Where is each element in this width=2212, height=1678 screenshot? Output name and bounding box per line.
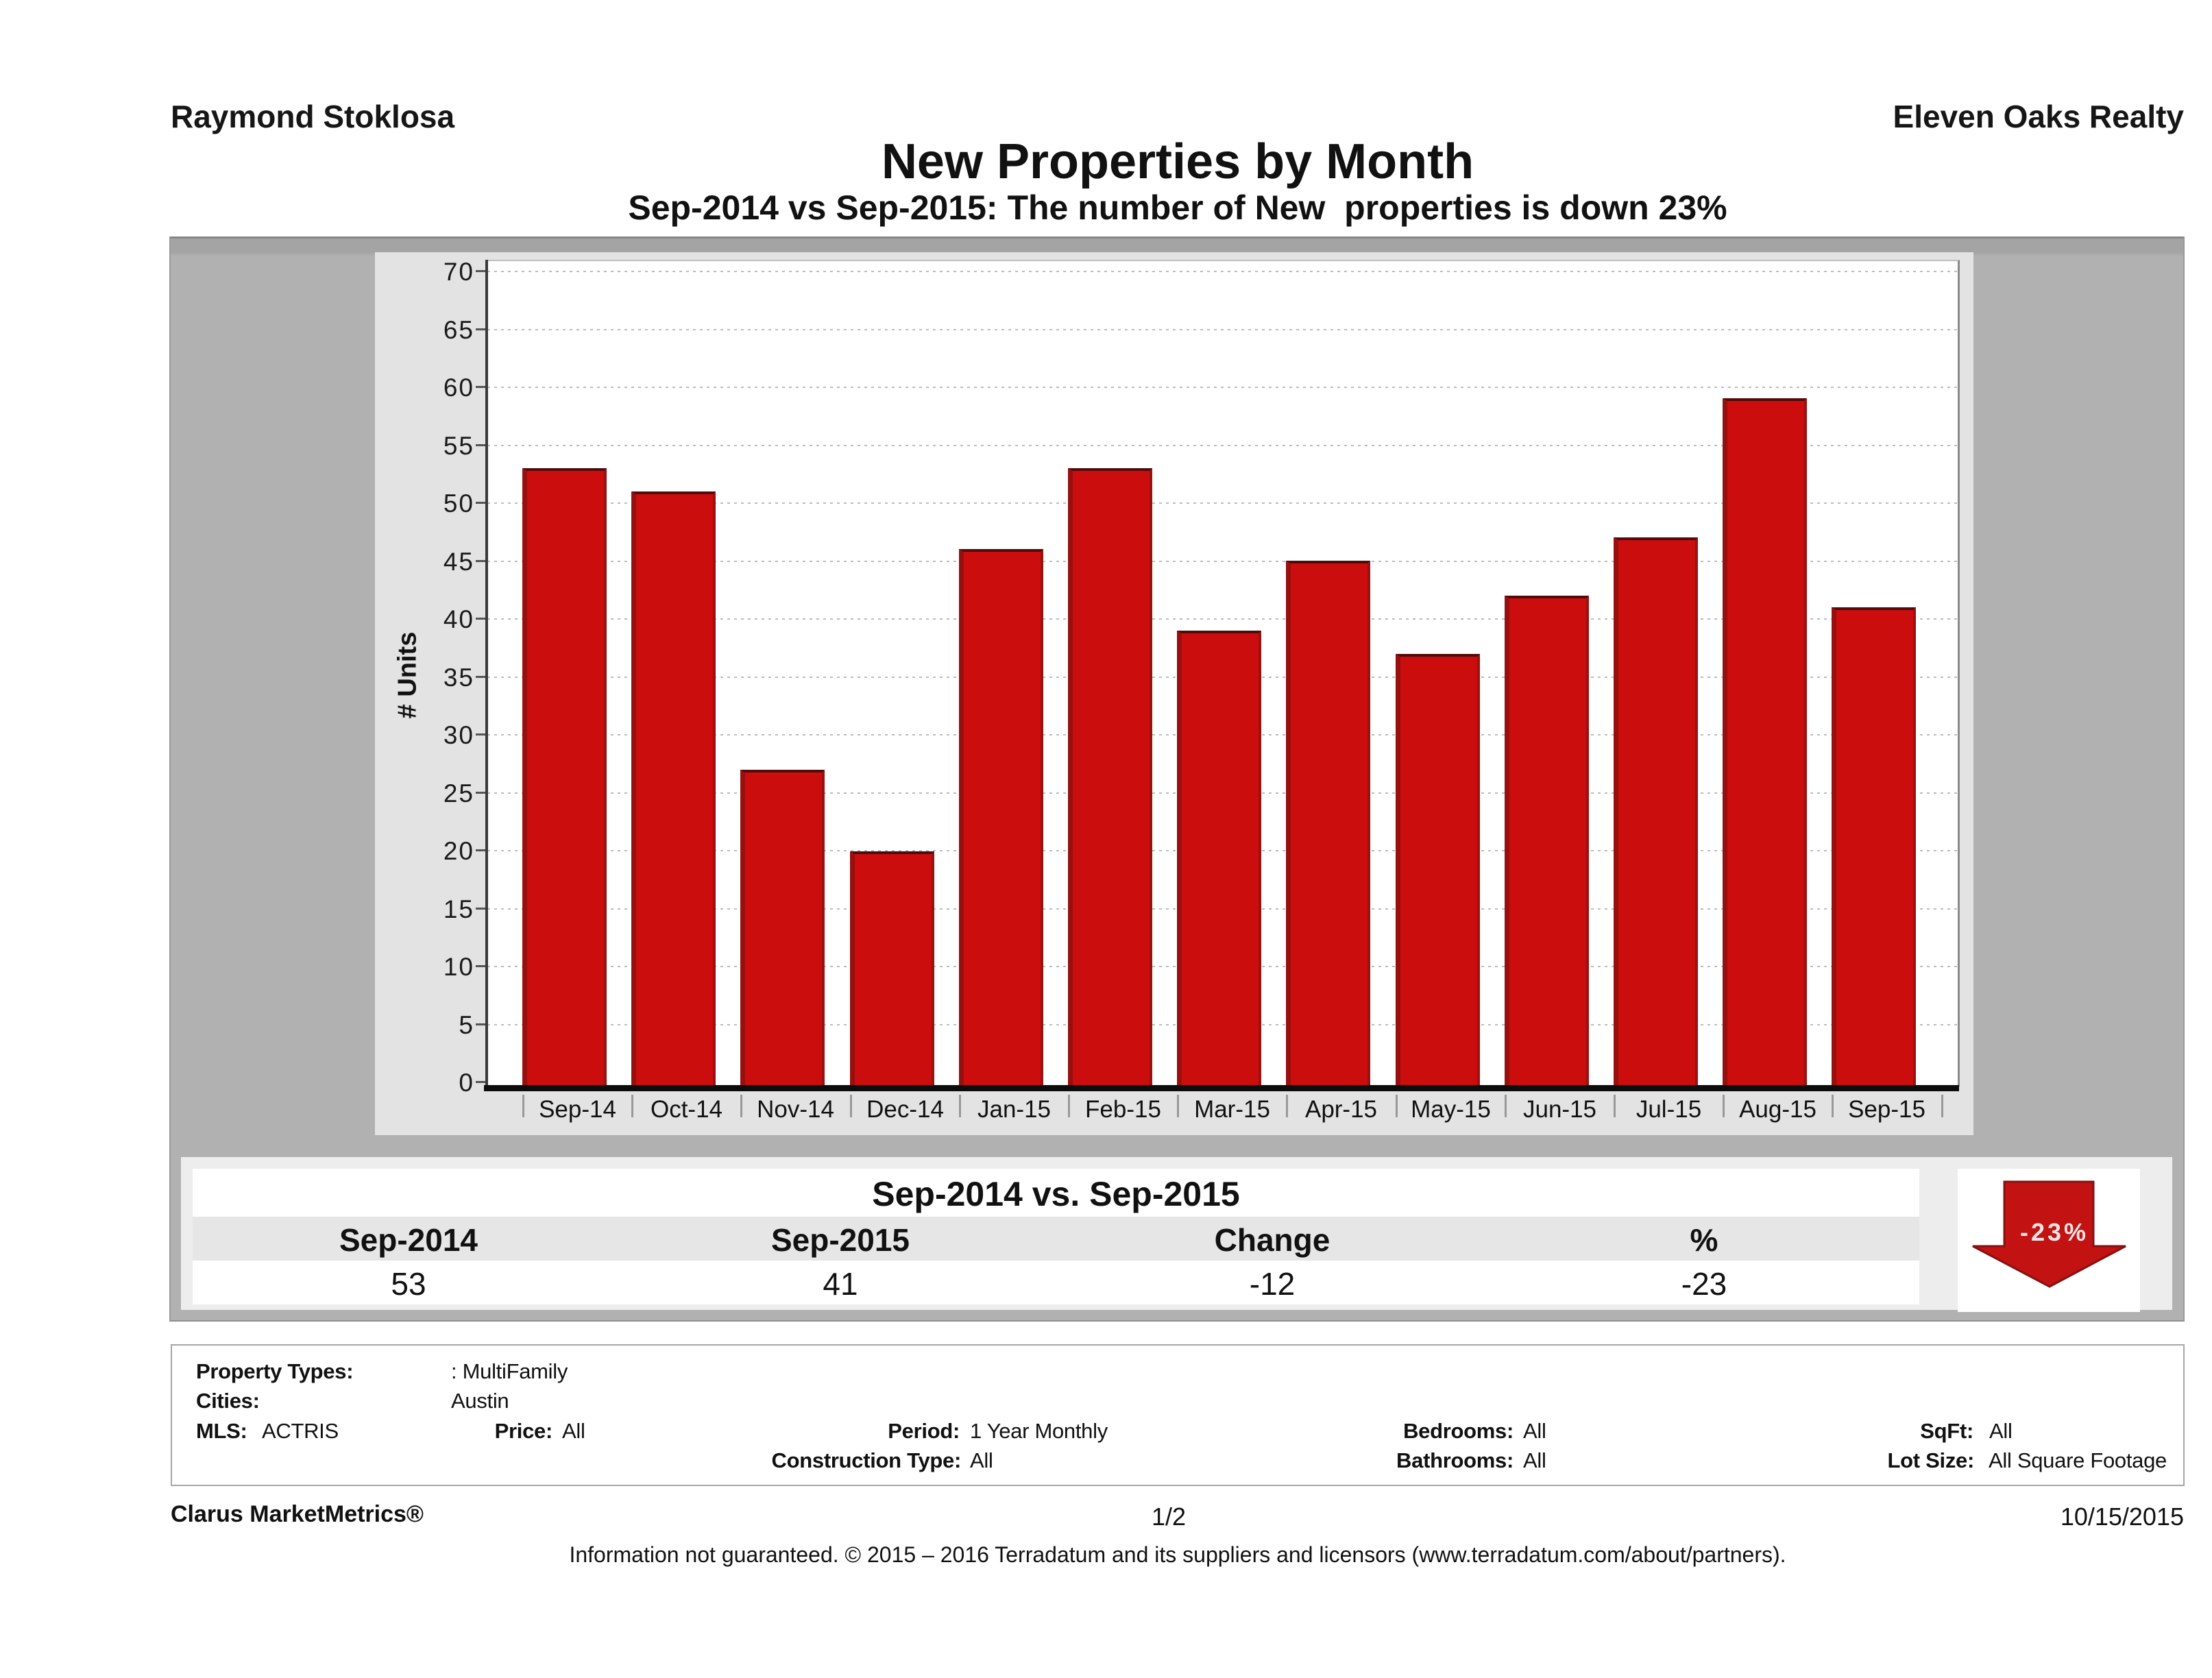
svg-text:-23%: -23%	[2020, 1218, 2089, 1246]
